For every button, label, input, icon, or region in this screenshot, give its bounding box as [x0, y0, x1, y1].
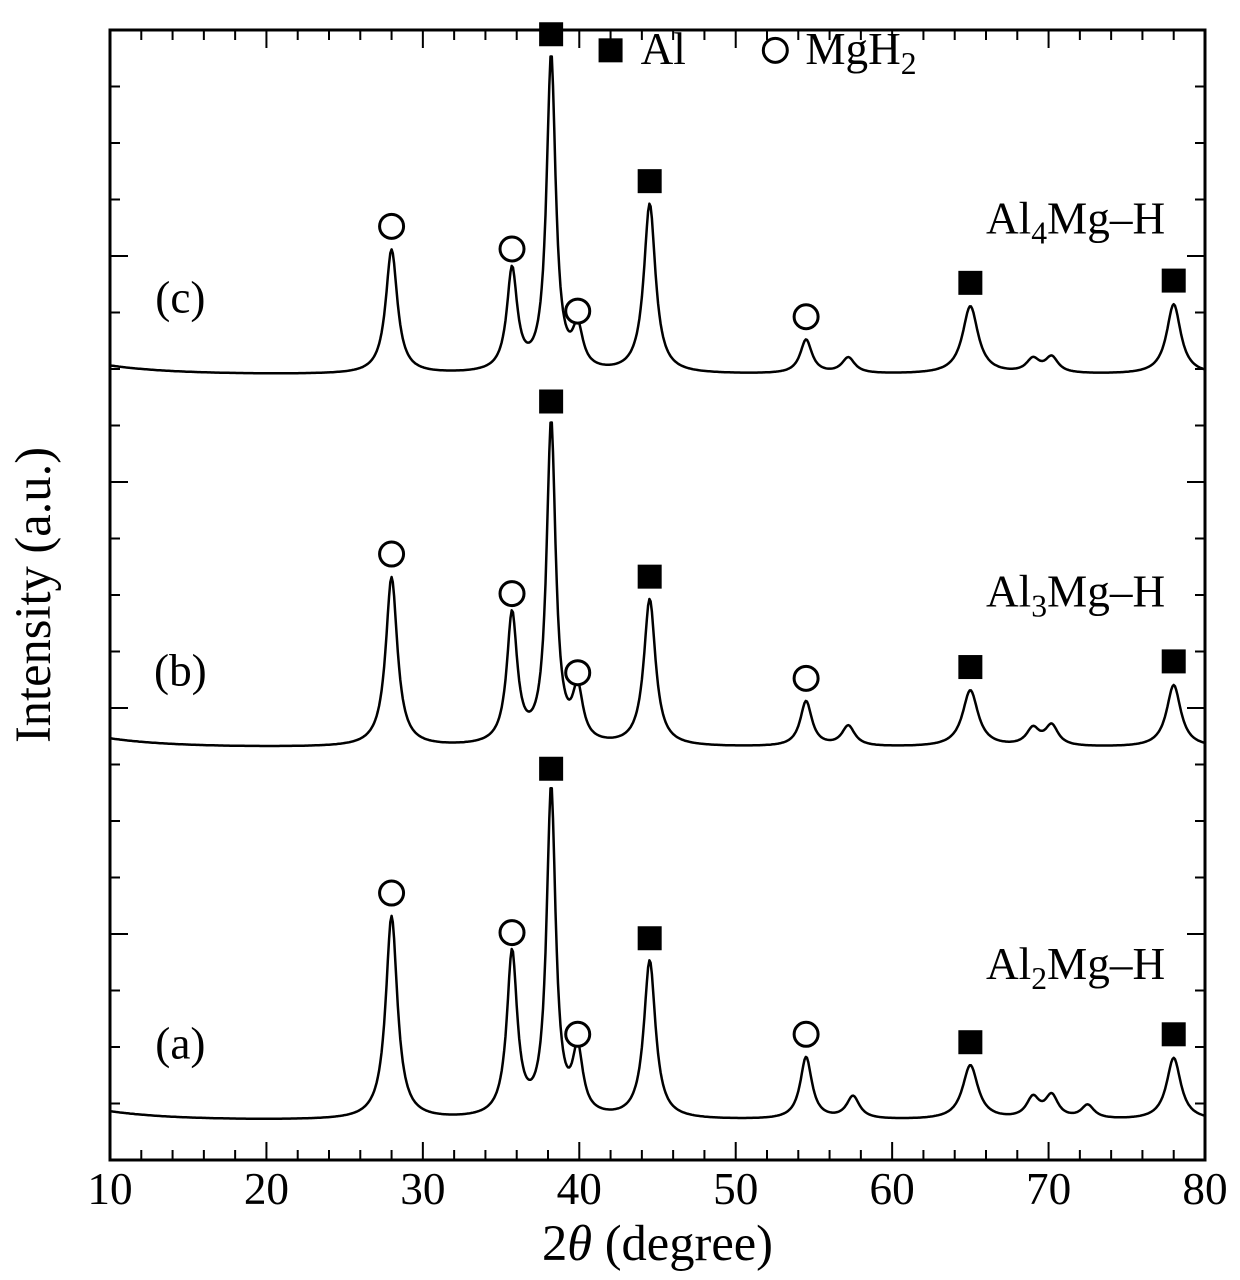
al-marker-icon [958, 1030, 982, 1054]
mgh2-marker-icon [794, 305, 818, 329]
mgh2-marker-icon [566, 1022, 590, 1046]
al-marker-icon [958, 655, 982, 679]
mgh2-marker-icon [763, 38, 787, 62]
mgh2-marker-icon [500, 237, 524, 261]
panel-title-a: Al2Mg–H [986, 939, 1165, 996]
al-marker-icon [638, 169, 662, 193]
xrd-figure: 10 20 30 40 50 60 70 80 2θ (degree) Intensity (a.… [0, 0, 1240, 1280]
x-tick-label: 30 [400, 1164, 445, 1214]
al-marker-icon [599, 38, 623, 62]
mgh2-marker-icon [380, 214, 404, 238]
mgh2-marker-icon [794, 666, 818, 690]
mgh2-marker-icon [380, 542, 404, 566]
al-marker-icon [539, 22, 563, 46]
mgh2-marker-icon [794, 1022, 818, 1046]
al-marker-icon [539, 757, 563, 781]
al-marker-icon [958, 271, 982, 295]
al-marker-icon [1162, 269, 1186, 293]
mgh2-marker-icon [380, 881, 404, 905]
al-marker-icon [539, 390, 563, 414]
x-tick-label: 10 [87, 1164, 132, 1214]
mgh2-marker-icon [500, 582, 524, 606]
panel-label-c: (c) [155, 273, 205, 323]
x-tick-label: 50 [713, 1164, 758, 1214]
x-tick-label: 40 [557, 1164, 602, 1214]
mgh2-marker-icon [500, 921, 524, 945]
al-marker-icon [638, 926, 662, 950]
x-axis-label: 2θ (degree) [542, 1215, 773, 1271]
legend-label: MgH2 [805, 24, 916, 81]
mgh2-marker-icon [566, 661, 590, 685]
al-marker-icon [638, 565, 662, 589]
x-tick-label: 20 [244, 1164, 289, 1214]
x-tick-label: 80 [1182, 1164, 1227, 1214]
legend-label: Al [641, 24, 686, 74]
al-marker-icon [1162, 1022, 1186, 1046]
panel-label-a: (a) [155, 1018, 205, 1068]
panel-title-c: Al4Mg–H [986, 193, 1165, 250]
x-tick-label: 70 [1026, 1164, 1071, 1214]
al-marker-icon [1162, 649, 1186, 673]
y-axis-label: Intensity (a.u.) [5, 447, 61, 743]
panel-title-b: Al3Mg–H [986, 566, 1165, 623]
x-tick-label: 60 [870, 1164, 915, 1214]
panel-label-b: (b) [154, 645, 207, 695]
mgh2-marker-icon [566, 299, 590, 323]
xrd-svg: 10 20 30 40 50 60 70 80 2θ (degree) Intensity (a.… [0, 0, 1240, 1280]
